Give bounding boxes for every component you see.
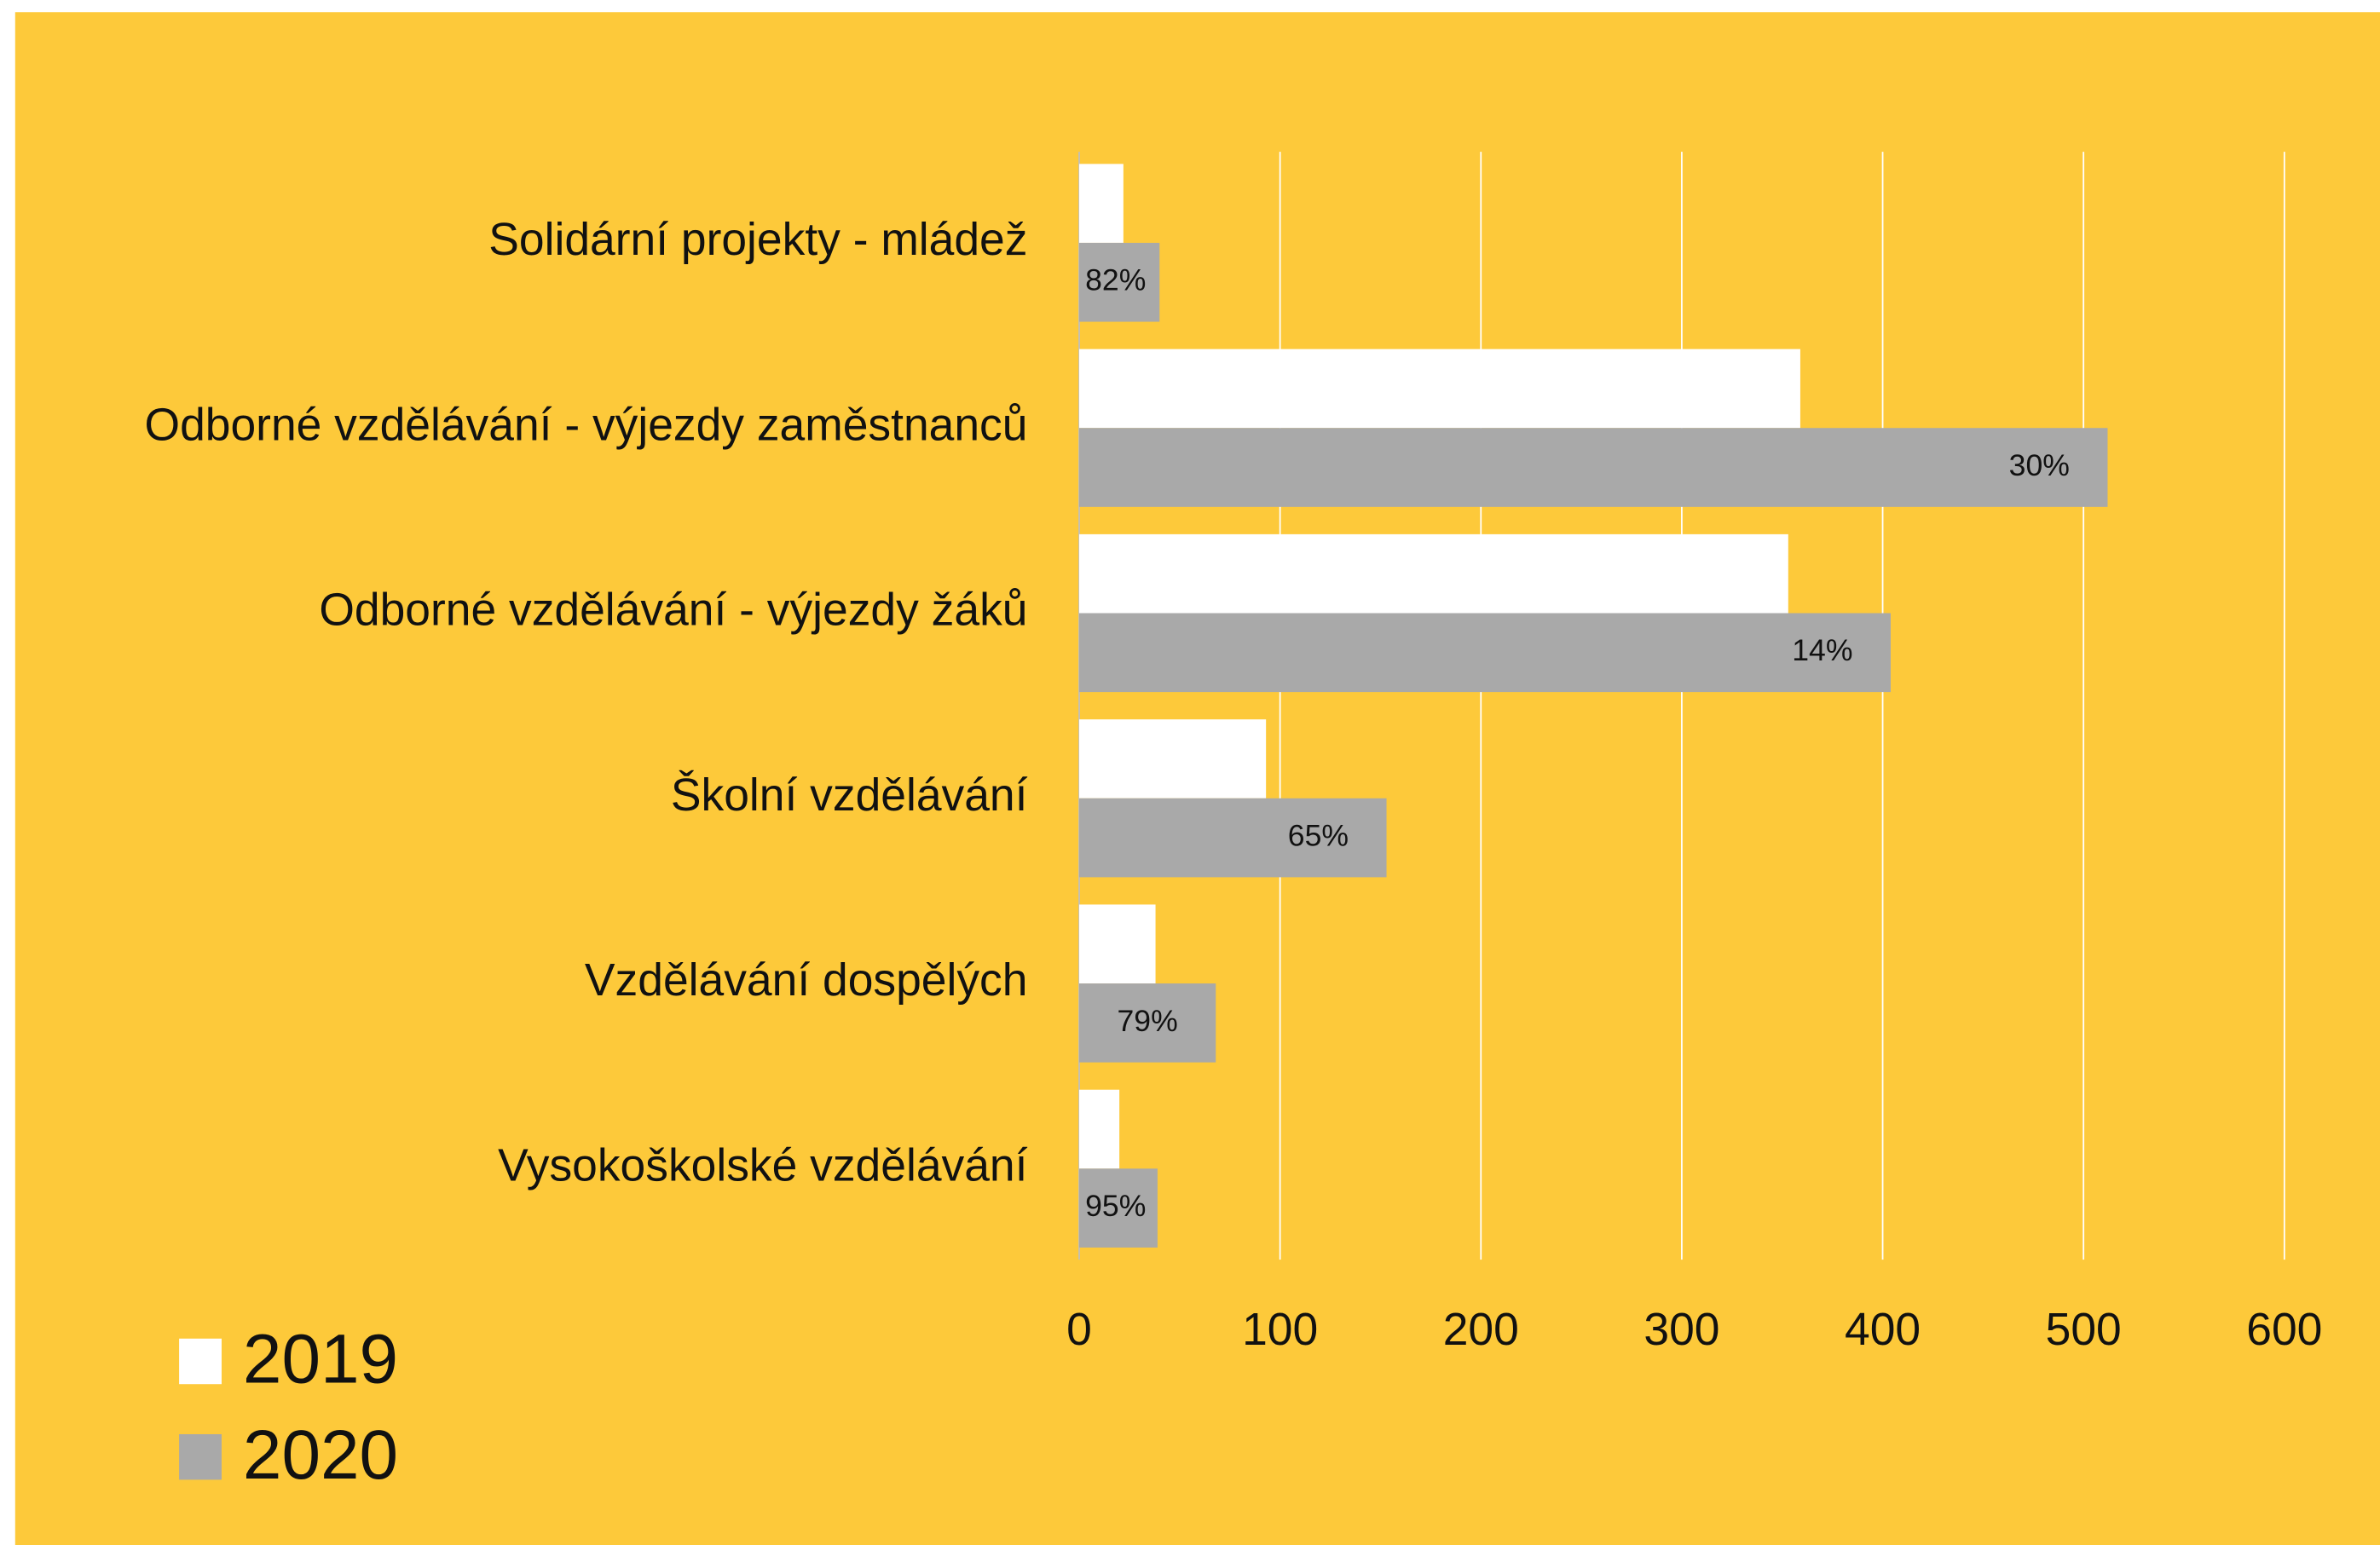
bar xyxy=(1079,533,1788,614)
bar xyxy=(1079,904,1156,984)
bar xyxy=(1079,428,2108,507)
legend-label: 2019 xyxy=(243,1321,398,1398)
x-tick-label: 100 xyxy=(1242,1305,1318,1355)
x-tick-label: 500 xyxy=(2046,1305,2122,1355)
bar-annotation: 82% xyxy=(1085,263,1146,297)
bar xyxy=(1079,1168,1158,1248)
bar-annotation: 95% xyxy=(1085,1189,1146,1223)
bar xyxy=(1079,242,1160,322)
bar-annotation: 65% xyxy=(1288,818,1349,852)
x-tick-label: 200 xyxy=(1443,1305,1519,1355)
bar xyxy=(1079,613,1891,693)
bar xyxy=(1079,719,1267,798)
legend-label: 2020 xyxy=(243,1416,398,1494)
bar xyxy=(1079,1089,1120,1169)
bar xyxy=(1079,983,1216,1063)
category-label: Vzdělávání dospělých xyxy=(585,955,1028,1006)
x-tick-label: 300 xyxy=(1643,1305,1719,1355)
category-label: Odborné vzdělávání - výjezdy žáků xyxy=(319,585,1027,636)
category-label: Odborné vzdělávání - výjezdy zaměstnanců xyxy=(145,400,1028,450)
category-label: Vysokoškolské vzdělávání xyxy=(498,1140,1027,1190)
x-tick-label: 400 xyxy=(1845,1305,1921,1355)
category-label: Školní vzdělávání xyxy=(671,770,1028,821)
bar-annotation: 79% xyxy=(1117,1004,1177,1038)
x-tick-label: 0 xyxy=(1066,1305,1092,1355)
bar xyxy=(1079,798,1387,878)
bar-annotation: 14% xyxy=(1792,633,1852,667)
bar-annotation: 30% xyxy=(2009,448,2070,482)
bar xyxy=(1079,164,1124,243)
legend-swatch xyxy=(179,1338,222,1385)
legend-swatch xyxy=(179,1433,222,1480)
bar xyxy=(1079,349,1800,429)
category-label: Solidární projekty - mládež xyxy=(488,215,1027,265)
x-tick-label: 600 xyxy=(2246,1305,2322,1355)
